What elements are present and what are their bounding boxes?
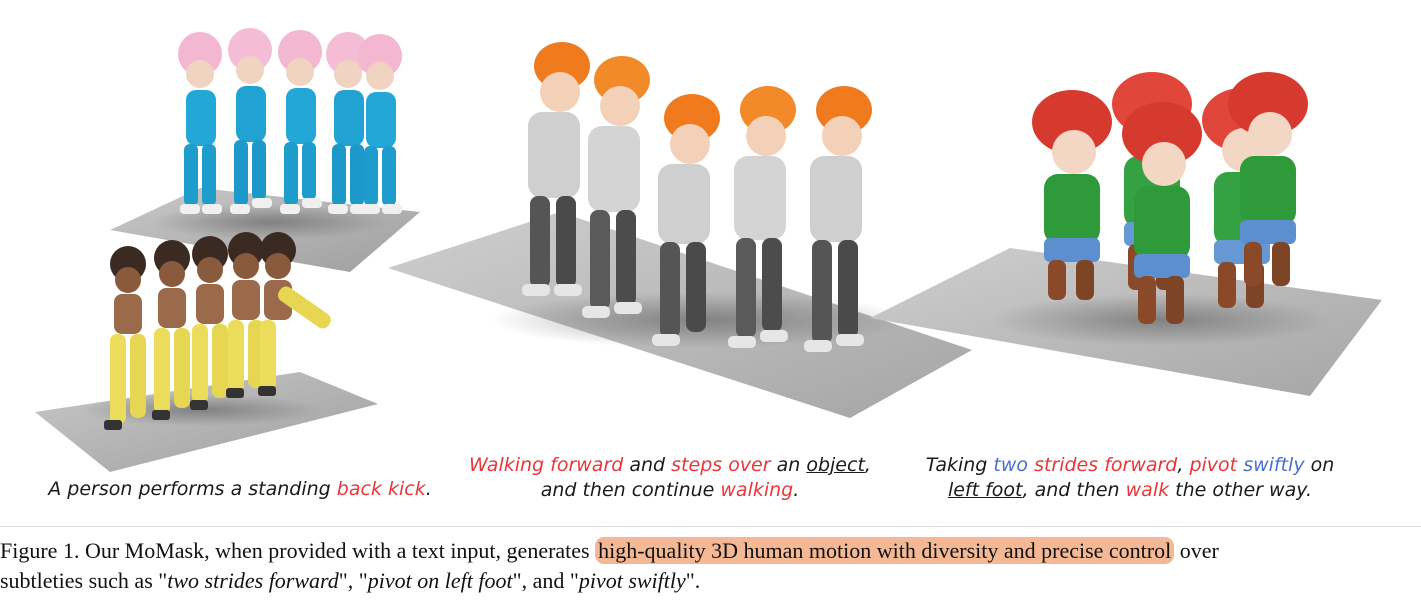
figure-caption: Figure 1. Our MoMask, when provided with… [0, 536, 1421, 596]
caption-keyword: swiftly [1243, 454, 1305, 476]
red-cap-characters [1032, 72, 1308, 324]
caption-line-2: and then continue walking. [440, 478, 900, 503]
caption-line-1: Taking two strides forward, pivot swiftl… [900, 453, 1360, 478]
caption-text: on [1304, 454, 1335, 476]
figure-caption-text: subtleties such as " [0, 568, 168, 593]
caption-text: an [770, 454, 807, 476]
caption-underlined: left foot [947, 479, 1023, 501]
caption-keyword: back kick [336, 478, 426, 500]
caption-text: . [793, 479, 800, 501]
caption-text: Taking [925, 454, 994, 476]
orange-hat-characters [522, 42, 872, 352]
blue-characters [178, 28, 402, 214]
scene-back-kick-top [110, 28, 420, 272]
caption-walking-forward: Walking forward and steps over an object… [440, 453, 900, 503]
figure-caption-line-1: Figure 1. Our MoMask, when provided with… [0, 536, 1421, 566]
caption-text: the other way. [1169, 479, 1313, 501]
figure-caption-highlight: high-quality 3D human motion with divers… [595, 537, 1175, 564]
caption-keyword: strides forward [1034, 454, 1178, 476]
caption-line-2: left foot, and then walk the other way. [900, 478, 1360, 503]
caption-pivot: Taking two strides forward, pivot swiftl… [900, 453, 1360, 503]
figure-caption-text: Figure 1. Our MoMask, when provided with… [0, 538, 596, 563]
figure-caption-text: ", and " [512, 568, 579, 593]
figure-caption-text: ". [685, 568, 701, 593]
divider [0, 526, 1421, 527]
yellow-characters [104, 232, 331, 430]
caption-keyword: walking [720, 479, 794, 501]
figure-caption-line-2: subtleties such as "two strides forward"… [0, 566, 1421, 596]
figure-caption-italic: pivot swiftly [578, 568, 686, 593]
caption-keyword: Walking forward [469, 454, 624, 476]
caption-text: , and then [1022, 479, 1126, 501]
scene-pivot [870, 72, 1382, 396]
caption-text: , [1177, 454, 1190, 476]
figure-caption-text: over [1174, 538, 1219, 563]
figure-caption-italic: pivot on left foot [367, 568, 513, 593]
caption-text: . [425, 478, 432, 500]
figure-caption-italic: two strides forward [167, 568, 339, 593]
caption-keyword: steps over [671, 454, 771, 476]
motion-renders [35, 28, 1382, 472]
caption-underlined: object [806, 454, 865, 476]
caption-text: , [864, 454, 871, 476]
caption-text: and then continue [540, 479, 721, 501]
caption-back-kick: A person performs a standing back kick. [30, 477, 450, 502]
caption-keyword: two [993, 454, 1029, 476]
caption-keyword: pivot [1189, 454, 1238, 476]
scene-walking-forward [388, 42, 972, 418]
scene-back-kick-bottom [35, 232, 378, 472]
caption-line-1: Walking forward and steps over an object… [440, 453, 900, 478]
caption-text: and [623, 454, 672, 476]
figure-illustration: A person performs a standing back kick. … [30, 28, 1382, 503]
caption-text: A person performs a standing [48, 478, 337, 500]
caption-keyword: walk [1125, 479, 1170, 501]
figure-caption-text: ", " [338, 568, 368, 593]
